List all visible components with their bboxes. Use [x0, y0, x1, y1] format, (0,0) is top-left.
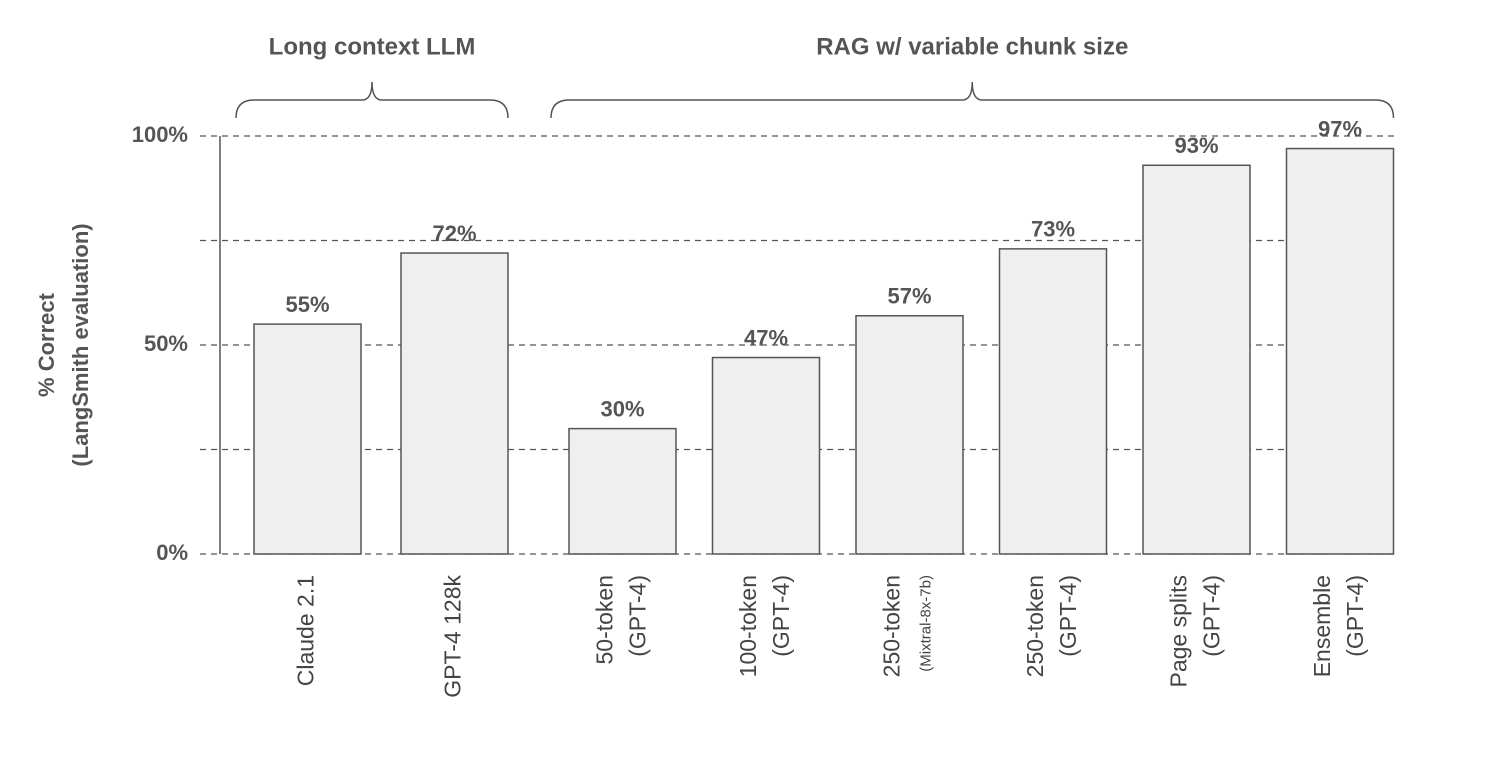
value-label: 72% [432, 221, 476, 246]
x-tick-label-line: (GPT-4) [768, 575, 794, 657]
x-tick-label-line: (GPT-4) [625, 575, 651, 657]
x-tick-label-line: (GPT-4) [1055, 575, 1081, 657]
x-tick-label-line: 100-token [735, 575, 761, 677]
bar [400, 252, 509, 555]
x-tick-label-line: 250-token [1022, 575, 1048, 677]
value-label: 30% [600, 396, 644, 421]
bar [1142, 164, 1251, 555]
x-tick-label-line: 250-token [879, 575, 905, 677]
x-tick-label: Page splits (GPT-4) [1166, 575, 1225, 688]
x-tick-label: Ensemble (GPT-4) [1309, 575, 1368, 677]
x-tick-label-line: Page splits [1166, 575, 1192, 688]
x-tick-label: GPT-4 128k [440, 575, 466, 698]
value-label: 57% [887, 284, 931, 309]
value-label: 93% [1174, 133, 1218, 158]
y-axis-label: % Correct (LangSmith evaluation) [34, 223, 93, 466]
x-tick-label-line: Ensemble [1309, 575, 1335, 677]
bar [998, 248, 1108, 555]
bar [855, 314, 964, 555]
group-label: Long context LLM [269, 33, 476, 60]
x-tick-label-line: 50-token [592, 575, 618, 665]
bar [568, 427, 677, 555]
x-tick-label: 50-token (GPT-4) [592, 575, 651, 665]
y-tick-label: 100% [132, 122, 188, 147]
x-tick-label: 250-token (Mixtral-8x-7b) [879, 575, 935, 677]
y-tick-label: 50% [144, 331, 188, 356]
x-tick-label-line: Claude 2.1 [293, 575, 319, 686]
bar [253, 323, 362, 555]
bar [1285, 147, 1395, 555]
x-tick-label-line: (Mixtral-8x-7b) [917, 575, 934, 672]
x-tick-label: Claude 2.1 [293, 575, 319, 686]
bar [711, 356, 821, 555]
group-label: RAG w/ variable chunk size [816, 33, 1128, 60]
x-tick-label-line: (GPT-4) [1342, 575, 1368, 657]
x-tick-label: 250-token (GPT-4) [1022, 575, 1081, 677]
y-label-line: (LangSmith evaluation) [68, 223, 93, 466]
value-label: 47% [744, 325, 788, 350]
y-tick-label: 0% [156, 540, 188, 565]
value-label: 97% [1318, 116, 1362, 141]
group-brace [550, 81, 1395, 119]
x-tick-label-line: (GPT-4) [1199, 575, 1225, 657]
group-brace [235, 81, 509, 119]
x-tick-label: 100-token (GPT-4) [735, 575, 794, 677]
value-label: 55% [285, 292, 329, 317]
y-label-line: % Correct [34, 292, 59, 397]
x-tick-label-line: GPT-4 128k [440, 575, 466, 698]
value-label: 73% [1031, 217, 1075, 242]
